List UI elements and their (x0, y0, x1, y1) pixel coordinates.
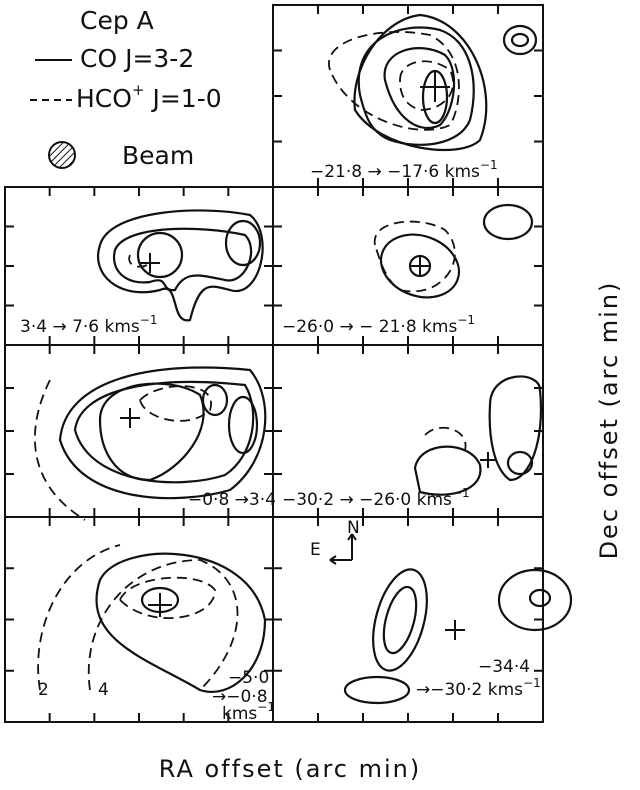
exp: −1 (140, 313, 158, 327)
compass-east: E (310, 540, 321, 560)
beam-symbol (48, 141, 76, 169)
velocity-label: →−0·8 (212, 687, 268, 707)
legend-title: Cep A (80, 6, 154, 35)
legend-hco: HCO+ J=1-0 (76, 81, 222, 114)
exp: −1 (452, 486, 470, 500)
exp: −1 (480, 158, 498, 172)
contour-label: 4 (98, 680, 109, 700)
velocity-label: −5·0 (228, 668, 269, 688)
velocity-label: −30·2 → −26·0 kms−1 (282, 486, 470, 511)
velocity-label: −0·8 →3·4 (188, 490, 276, 510)
velocity-label: 3·4 → 7·6 kms−1 (20, 313, 158, 338)
unit: kms (222, 704, 257, 724)
range: −26·0 → − 21·8 kms (282, 317, 457, 337)
hco: HCO (76, 84, 132, 113)
panel-frames (4, 4, 544, 723)
legend-co: CO J=3-2 (80, 44, 194, 73)
contours (34, 13, 573, 705)
velocity-label: →−30·2 kms−1 (416, 676, 541, 701)
velocity-label: −26·0 → − 21·8 kms−1 (282, 313, 475, 338)
hco-sup: + (132, 81, 145, 99)
range: →−30·2 kms (416, 680, 523, 700)
compass-north: N (347, 518, 360, 538)
hco-rest: J=1-0 (145, 84, 222, 113)
exp: −1 (523, 676, 541, 690)
range: 3·4 → 7·6 kms (20, 317, 140, 337)
velocity-label: −34·4 (478, 657, 530, 677)
exp: −1 (457, 313, 475, 327)
x-axis-label: RA offset (arc min) (159, 755, 422, 783)
velocity-label: −21·8 → −17·6 kms−1 (310, 158, 498, 183)
contour-label: 2 (38, 680, 49, 700)
velocity-label: kms−1 (222, 700, 275, 725)
range: −30·2 → −26·0 kms (282, 490, 452, 510)
y-axis-label: Dec offset (arc min) (595, 281, 623, 560)
exp: −1 (257, 700, 275, 714)
legend-beam: Beam (122, 141, 194, 170)
range: −21·8 → −17·6 kms (310, 162, 480, 182)
